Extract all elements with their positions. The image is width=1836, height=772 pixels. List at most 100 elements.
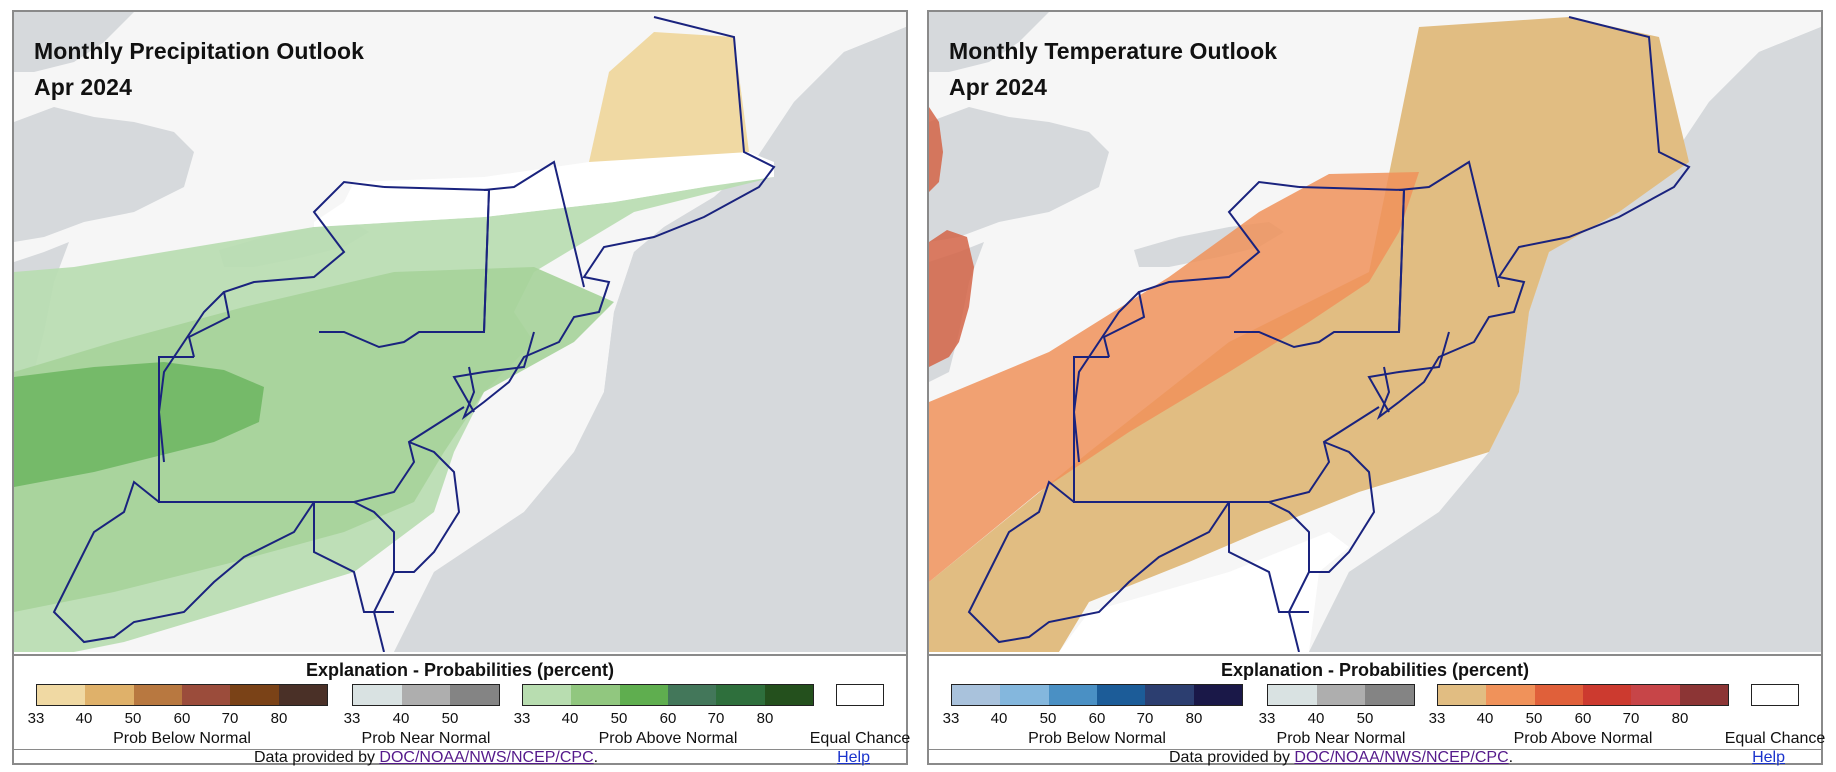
legend-title: Explanation - Probabilities (percent) xyxy=(305,660,615,680)
swatch-above-70 xyxy=(1631,685,1680,705)
swatch-below-40 xyxy=(85,685,134,705)
swatch-above-60 xyxy=(667,685,717,705)
swatch-above-50 xyxy=(619,685,668,705)
map-period: Apr 2024 xyxy=(949,74,1047,100)
swatch-below-33 xyxy=(952,685,1001,705)
swatch-below-70 xyxy=(230,685,279,705)
help-link[interactable]: Help xyxy=(1752,749,1785,766)
state-boundaries xyxy=(52,16,776,652)
tick: 70 xyxy=(1622,710,1640,727)
below-normal-label: Prob Below Normal xyxy=(1028,730,1166,747)
temperature-map: Monthly Temperature Outlook Apr 2024 xyxy=(929,12,1821,652)
credit-prefix: Data provided by xyxy=(254,749,380,766)
swatch-below-50 xyxy=(1048,685,1097,705)
tick: 33 xyxy=(1428,710,1446,727)
near-normal-scale xyxy=(352,684,500,706)
map-period: Apr 2024 xyxy=(34,74,132,100)
swatch-near-50 xyxy=(450,685,500,705)
below-normal-label: Prob Below Normal xyxy=(113,730,251,747)
map-title: Monthly Precipitation Outlook xyxy=(34,38,365,64)
tick: 70 xyxy=(221,710,239,727)
tick: 40 xyxy=(1476,710,1494,727)
map-title: Monthly Temperature Outlook xyxy=(949,38,1278,64)
temperature-outlook-panel: Monthly Temperature Outlook Apr 2024 Exp… xyxy=(927,10,1825,766)
near-normal-ticks: 33 40 50 xyxy=(1259,710,1415,727)
below-normal-ticks: 33 40 50 60 70 80 xyxy=(943,710,1243,727)
tick: 50 xyxy=(441,710,459,727)
swatch-near-33 xyxy=(1268,685,1317,705)
tick: 50 xyxy=(1039,710,1057,727)
swatch-below-50 xyxy=(133,685,182,705)
swatch-above-50 xyxy=(1534,685,1583,705)
tick: 33 xyxy=(942,710,960,727)
near-normal-label: Prob Near Normal xyxy=(361,730,491,747)
near-normal-scale xyxy=(1267,684,1415,706)
credit-link[interactable]: DOC/NOAA/NWS/NCEP/CPC xyxy=(379,749,594,766)
above-normal-ticks: 33 40 50 60 70 80 xyxy=(514,710,814,727)
below-normal-scale xyxy=(36,684,328,706)
tick: 40 xyxy=(990,710,1008,727)
equal-chance-label: Equal Chance xyxy=(809,730,911,747)
tick: 80 xyxy=(756,710,774,727)
near-normal-label: Prob Near Normal xyxy=(1276,730,1406,747)
swatch-below-80 xyxy=(278,685,327,705)
swatch-above-33 xyxy=(523,685,572,705)
tick: 40 xyxy=(75,710,93,727)
swatch-above-60 xyxy=(1582,685,1632,705)
data-credit: Data provided by DOC/NOAA/NWS/NCEP/CPC. xyxy=(254,749,598,767)
above-normal-scale xyxy=(522,684,814,706)
tick: 33 xyxy=(343,710,361,727)
equal-chance-label: Equal Chance xyxy=(1724,730,1826,747)
legend: Explanation - Probabilities (percent) 33… xyxy=(929,654,1825,749)
credit-link[interactable]: DOC/NOAA/NWS/NCEP/CPC xyxy=(1294,749,1509,766)
tick: 70 xyxy=(707,710,725,727)
credit-suffix: . xyxy=(593,749,599,766)
swatch-below-33 xyxy=(37,685,86,705)
tick: 33 xyxy=(1258,710,1276,727)
equal-chance-swatch xyxy=(836,684,884,706)
legend: Explanation - Probabilities (percent) 33… xyxy=(14,654,910,749)
swatch-near-50 xyxy=(1365,685,1415,705)
tick: 50 xyxy=(124,710,142,727)
credit-prefix: Data provided by xyxy=(1169,749,1295,766)
tick: 50 xyxy=(610,710,628,727)
tick: 60 xyxy=(659,710,677,727)
swatch-near-40 xyxy=(1316,685,1366,705)
swatch-near-33 xyxy=(353,685,402,705)
precipitation-outlook-panel: Monthly Precipitation Outlook Apr 2024 E… xyxy=(12,10,910,766)
above-normal-label: Prob Above Normal xyxy=(1513,730,1653,747)
tick: 60 xyxy=(173,710,191,727)
swatch-above-80 xyxy=(764,685,813,705)
swatch-below-60 xyxy=(181,685,231,705)
state-boundaries xyxy=(967,16,1691,652)
tick: 50 xyxy=(1356,710,1374,727)
swatch-below-70 xyxy=(1145,685,1194,705)
credit-suffix: . xyxy=(1508,749,1514,766)
tick: 50 xyxy=(1525,710,1543,727)
tick: 40 xyxy=(561,710,579,727)
near-normal-ticks: 33 40 50 xyxy=(344,710,500,727)
swatch-below-40 xyxy=(1000,685,1049,705)
tick: 60 xyxy=(1088,710,1106,727)
footer: Data provided by DOC/NOAA/NWS/NCEP/CPC. … xyxy=(929,749,1821,766)
swatch-above-33 xyxy=(1438,685,1487,705)
tick: 40 xyxy=(392,710,410,727)
tick: 33 xyxy=(27,710,45,727)
above-normal-ticks: 33 40 50 60 70 80 xyxy=(1429,710,1729,727)
precipitation-map: Monthly Precipitation Outlook Apr 2024 xyxy=(14,12,906,652)
swatch-above-40 xyxy=(571,685,620,705)
help-link[interactable]: Help xyxy=(837,749,870,766)
swatch-above-40 xyxy=(1486,685,1535,705)
data-credit: Data provided by DOC/NOAA/NWS/NCEP/CPC. xyxy=(1169,749,1513,767)
tick: 40 xyxy=(1307,710,1325,727)
equal-chance-swatch xyxy=(1751,684,1799,706)
swatch-below-60 xyxy=(1096,685,1146,705)
legend-title: Explanation - Probabilities (percent) xyxy=(1220,660,1530,680)
swatch-below-80 xyxy=(1193,685,1242,705)
tick: 33 xyxy=(513,710,531,727)
above-normal-scale xyxy=(1437,684,1729,706)
tick: 80 xyxy=(270,710,288,727)
footer: Data provided by DOC/NOAA/NWS/NCEP/CPC. … xyxy=(14,749,906,766)
tick: 80 xyxy=(1185,710,1203,727)
above-normal-label: Prob Above Normal xyxy=(598,730,738,747)
